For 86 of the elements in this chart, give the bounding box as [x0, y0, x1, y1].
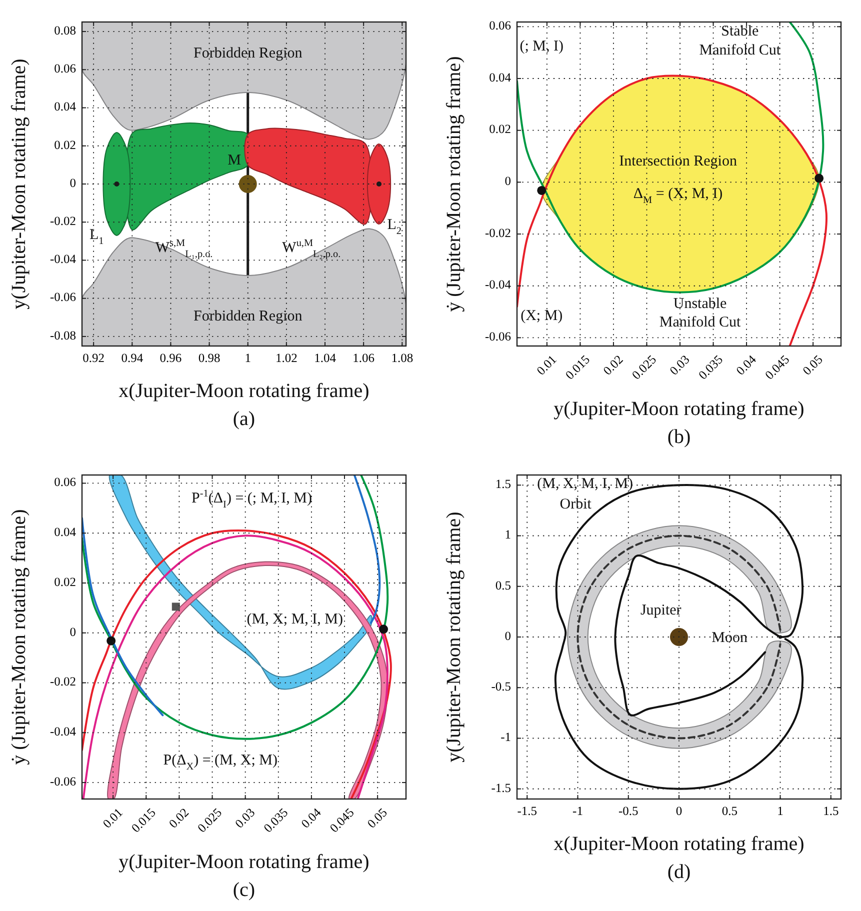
x-tick-label: 0.02: [600, 352, 626, 378]
y-tick-label: 0.04: [489, 70, 512, 84]
y-tick-label: -0.04: [50, 724, 77, 739]
x-tick-label: 0.94: [121, 351, 144, 365]
y-tick-label: 1.5: [495, 477, 511, 491]
annotation: L$_{2}$: [387, 217, 402, 237]
x-tick-label: 0.96: [160, 351, 182, 365]
y-axis-title: ẏ (Jupiter-Moon rotating frame): [442, 56, 465, 312]
y-tick-label: -1: [500, 730, 511, 744]
x-tick-label: 0.03: [666, 352, 692, 378]
x-tick-label: 1: [244, 351, 251, 365]
y-tick-label: 0.5: [495, 578, 511, 592]
text: (c): [232, 878, 256, 901]
y-tick-label: 0: [70, 624, 76, 639]
x-tick-label: 1.02: [275, 351, 298, 365]
y-axis-title: y(Jupiter-Moon rotating frame): [8, 58, 30, 310]
annotation: Intersection Region: [619, 154, 738, 170]
x-tick-label: 1.5: [823, 804, 839, 818]
y-tick-label: -0.02: [50, 674, 76, 689]
y-tick-label: -0.08: [50, 328, 76, 342]
x-tick-label: 0.04: [734, 352, 760, 378]
annotation: Unstable Manifold Cut: [659, 296, 742, 332]
y-tick-label: 0.02: [54, 574, 76, 589]
y-tick-label: 0: [504, 174, 511, 188]
y-tick-label: -0.5: [491, 680, 511, 694]
x-tick-label: 0.98: [198, 351, 220, 365]
y-tick-label: -0.04: [50, 252, 77, 266]
y-tick-label: 0.02: [489, 122, 511, 136]
y-tick-label: 0.04: [54, 100, 77, 114]
x-tick-label: 1.08: [391, 351, 414, 365]
annotation: M: [228, 152, 241, 169]
y-tick-label: -0.06: [50, 774, 76, 788]
x-axis-title: y(Jupiter-Moon rotating frame): [554, 398, 804, 420]
annotation: Moon: [712, 630, 748, 646]
text: (b): [667, 426, 691, 448]
y-tick-label: 0.06: [54, 475, 76, 490]
x-tick-label: 0.03: [232, 805, 258, 831]
annotation: Jupiter: [640, 603, 682, 620]
x-tick-label: 1.06: [352, 351, 375, 365]
y-tick-label: -0.02: [484, 226, 511, 240]
y-axis-title: y(Jupiter-Moon rotating frame): [442, 512, 465, 762]
y-tick-label: 0: [504, 628, 511, 643]
annotation: Δ$_{M}$ = (X; M, I): [633, 186, 723, 206]
x-tick-label: 1.04: [314, 351, 337, 365]
text: (a): [232, 408, 256, 430]
annotation: (X; M): [520, 308, 563, 325]
x-tick-label: 0.5: [722, 804, 738, 818]
annotation: (M, X; M, I, M): [246, 612, 343, 628]
y-axis-title: ẏ (Jupiter-Moon rotating frame): [8, 509, 30, 765]
x-tick-label: 0.05: [800, 352, 826, 378]
y-tick-label: 0: [70, 176, 76, 190]
x-tick-label: -1: [572, 804, 583, 818]
y-tick-label: 0.04: [54, 524, 77, 539]
annotation: P$^{-1}$(Δ$_{I}$) = (; M, I, M): [192, 488, 312, 510]
y-tick-label: -1.5: [491, 780, 511, 795]
y-tick-label: -0.02: [50, 214, 76, 228]
x-tick-label: 0.01: [100, 805, 126, 831]
annotation: (M, X, M, I, M): [537, 476, 633, 492]
x-tick-label: 0.01: [534, 352, 560, 378]
x-tick-label: -0.5: [618, 804, 638, 818]
y-tick-label: 1: [504, 528, 511, 542]
x-axis-title: y(Jupiter-Moon rotating frame): [118, 850, 370, 873]
x-tick-label: 0.02: [166, 805, 192, 831]
y-tick-label: -0.04: [484, 278, 512, 292]
annotation: Stable Manifold Cut: [699, 24, 782, 59]
annotation: Forbidden Region: [194, 308, 303, 325]
x-axis-title: x(Jupiter-Moon rotating frame): [554, 832, 804, 855]
x-tick-label: 0.05: [364, 805, 390, 831]
y-tick-label: 0.02: [54, 138, 76, 152]
x-tick-label: 0: [676, 804, 682, 818]
x-tick-label: 0.04: [298, 804, 324, 831]
annotation: Forbidden Region: [194, 46, 303, 62]
x-tick-label: 1: [777, 804, 784, 818]
x-axis-title: x(Jupiter-Moon rotating frame): [118, 380, 370, 402]
y-tick-label: 0.06: [54, 62, 76, 76]
x-tick-label: -1.5: [517, 804, 538, 818]
annotation: P(Δ$_{X}$) = (M, X; M): [163, 752, 278, 772]
y-tick-label: -0.06: [50, 290, 76, 304]
y-tick-label: -0.06: [484, 330, 511, 344]
y-tick-label: 0.06: [489, 18, 511, 33]
annotation: Orbit: [560, 496, 592, 513]
annotation: (; M, I): [520, 38, 564, 55]
text: (d): [667, 860, 691, 883]
y-tick-label: 0.08: [54, 23, 76, 38]
annotation: L$_{1}$: [89, 227, 104, 247]
x-tick-label: 0.92: [82, 351, 105, 365]
